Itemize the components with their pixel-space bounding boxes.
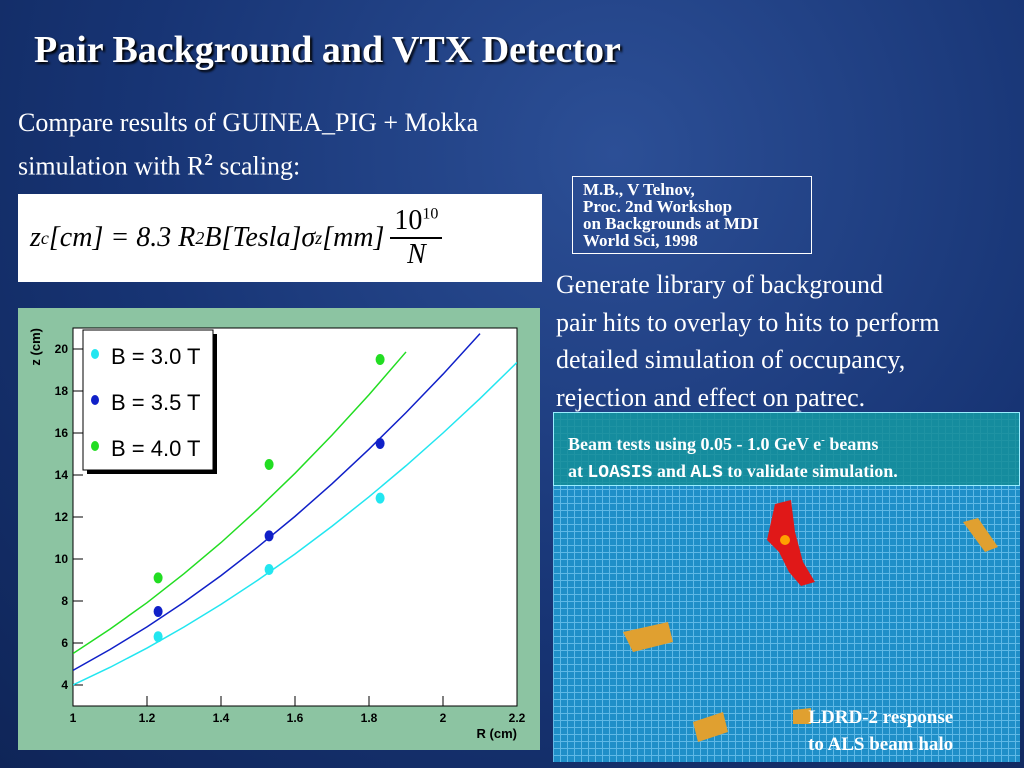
ref-line: World Sci, 1998: [583, 231, 698, 250]
desc-line: pair hits to overlay to hits to perform: [556, 307, 940, 337]
x-tick-label: 1.6: [287, 711, 304, 725]
y-tick-label: 8: [61, 594, 68, 608]
y-tick-label: 10: [55, 552, 69, 566]
y-tick-label: 4: [61, 678, 68, 692]
beam-box: Beam tests using 0.05 - 1.0 GeV e- beams…: [553, 412, 1020, 486]
ref-line: on Backgrounds at MDI: [583, 214, 759, 233]
x-tick-label: 1.4: [213, 711, 230, 725]
f: z: [30, 222, 41, 253]
text: simulation with R: [18, 151, 205, 181]
x-tick-label: 1.2: [139, 711, 156, 725]
hit: [693, 712, 728, 742]
point: [153, 631, 163, 643]
text: and: [656, 461, 686, 481]
point: [264, 564, 274, 575]
intro-line: Compare results of GUINEA_PIG + Mokka: [18, 108, 479, 137]
f: c: [40, 227, 49, 248]
f: B[Tesla]σ: [204, 222, 316, 253]
point: [375, 354, 385, 365]
fraction: 1010 N: [390, 205, 443, 271]
caption: LDRD-2 response to ALS beam halo: [808, 704, 953, 758]
legend-marker: [91, 441, 99, 451]
f: 10: [422, 205, 439, 223]
x-tick-label: 2.2: [509, 711, 526, 725]
legend-label: B = 4.0 T: [111, 436, 200, 461]
legend-box: [82, 329, 214, 471]
y-tick-label: 12: [55, 510, 69, 524]
f: N: [407, 239, 426, 270]
point: [264, 530, 274, 542]
desc-line: detailed simulation of occupancy,: [556, 345, 906, 374]
num: 1010: [390, 205, 443, 239]
description: Generate library of background pair hits…: [556, 266, 939, 416]
sup: 2: [204, 150, 213, 169]
x-axis-label: R (cm): [477, 726, 517, 741]
formula: z c [cm] = 8.3 R 2 B[Tesla]σ z [mm] 1010 N: [18, 194, 542, 282]
fit-line: [73, 333, 481, 671]
intro: Compare results of GUINEA_PIG + Mokka si…: [18, 104, 478, 185]
reference: M.B., V Telnov, Proc. 2nd Workshop on Ba…: [572, 176, 812, 254]
f: [cm] = 8.3 R: [48, 222, 196, 253]
f: 2: [195, 227, 205, 248]
ref-line: M.B., V Telnov,: [583, 180, 695, 199]
legend-marker: [91, 349, 99, 359]
text: LOASIS: [587, 463, 653, 483]
y-tick-label: 20: [55, 342, 69, 356]
fit-line: [73, 351, 407, 655]
f: z: [315, 227, 323, 248]
legend-label: B = 3.0 T: [111, 344, 200, 369]
legend-marker: [91, 395, 99, 405]
y-tick-label: 6: [61, 636, 68, 650]
point: [153, 572, 163, 584]
f: [mm]: [322, 222, 385, 253]
y-axis-label: z (cm): [28, 328, 43, 366]
text: ALS: [690, 463, 723, 483]
text: Beam tests using 0.05 - 1.0 GeV e: [568, 434, 822, 454]
sup: -: [821, 434, 825, 446]
chart: 4 6 8 10 12 14 16 18 20 1 1.2 1.4 1.6 1.8 2 2.2R (cm) z …: [18, 308, 540, 750]
point: [153, 606, 163, 617]
hit: [793, 708, 811, 724]
desc-line: rejection and effect on patrec.: [556, 382, 866, 412]
caption-line: to ALS beam halo: [808, 734, 954, 755]
x-tick-label: 1.8: [361, 711, 378, 725]
hit: [963, 518, 998, 552]
title: Pair Background and VTX Detector: [34, 29, 621, 71]
beam-spot: [767, 500, 815, 586]
text: beams: [829, 434, 879, 454]
beam-line: Beam tests using 0.05 - 1.0 GeV e- beams: [568, 427, 1019, 458]
text: to validate simulation.: [727, 461, 898, 481]
legend-label: B = 3.5 T: [111, 390, 200, 415]
point: [375, 438, 385, 449]
y-tick-label: 16: [55, 426, 69, 440]
caption-line: LDRD-2 response: [808, 707, 954, 728]
beam-line: at LOASIS and ALS to validate simulation…: [568, 458, 1019, 487]
f: 10: [394, 205, 423, 236]
y-tick-label: 18: [55, 384, 69, 398]
point: [264, 459, 274, 470]
text: scaling:: [219, 151, 301, 181]
intro-line: simulation with R2 scaling:: [18, 141, 478, 185]
hit: [623, 622, 673, 652]
fit-line: [73, 361, 517, 686]
hits: [623, 500, 998, 742]
x-tick-label: 1: [70, 711, 77, 725]
ref-line: Proc. 2nd Workshop: [583, 197, 733, 216]
point: [375, 492, 385, 504]
text: at: [568, 461, 583, 481]
hit: [780, 535, 790, 545]
desc-line: Generate library of background: [556, 270, 884, 299]
x-tick-label: 2: [440, 711, 447, 725]
y-tick-label: 14: [55, 468, 69, 482]
